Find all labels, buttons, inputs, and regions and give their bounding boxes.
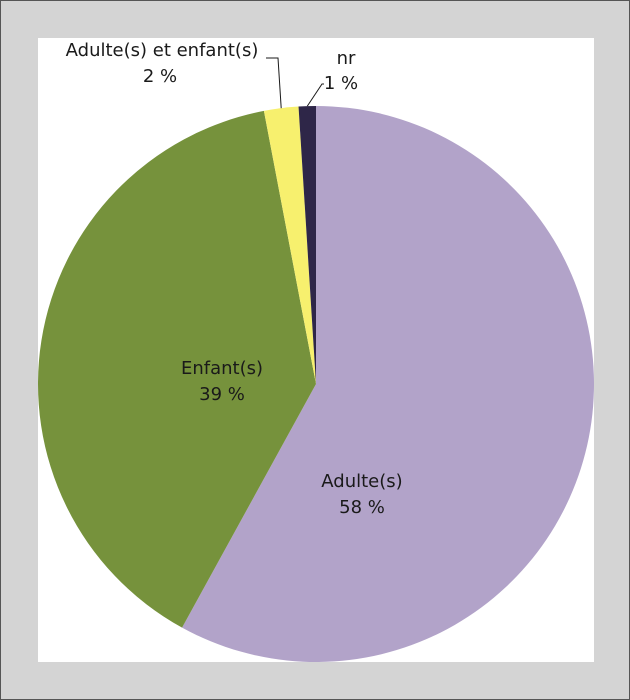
pie-slices [37, 106, 595, 662]
slice-enfants [37, 110, 316, 628]
slice-adultes-et-enfants [263, 106, 316, 385]
slice-value-adultes-et-enfants: 2 % [143, 66, 177, 87]
slice-label-nr: nr [337, 48, 356, 69]
slice-value-adultes: 58 % [339, 497, 385, 518]
slice-nr [298, 106, 316, 384]
slice-label-adultes-et-enfants: Adulte(s) et enfant(s) [66, 40, 259, 61]
leader-nr [306, 83, 324, 107]
slice-value-nr: 1 % [324, 73, 358, 94]
leader-adultes-et-enfants [266, 57, 282, 109]
slice-adultes [182, 106, 595, 662]
slice-label-adultes: Adulte(s) [321, 471, 402, 492]
slice-label-enfants: Enfant(s) [181, 358, 263, 379]
leader-lines [266, 57, 324, 109]
slice-value-enfants: 39 % [199, 384, 245, 405]
